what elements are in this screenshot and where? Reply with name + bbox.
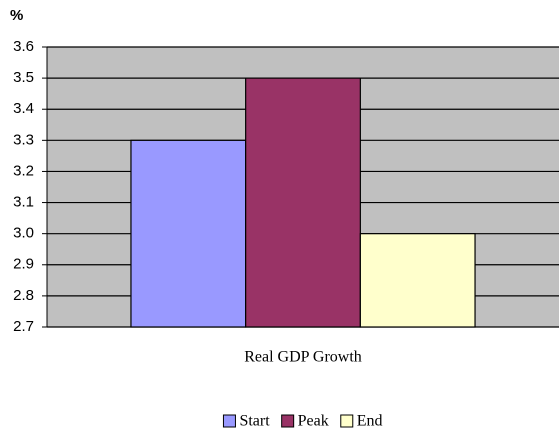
y-tick-label: 3.6 (13, 38, 34, 55)
legend-label: Peak (298, 413, 329, 430)
legend-label: Start (239, 413, 270, 430)
y-tick-label: 3.3 (13, 131, 34, 148)
y-axis-label: % (10, 7, 23, 24)
y-tick-label: 3.4 (13, 100, 34, 117)
bar (245, 77, 361, 328)
y-tick-label: 2.7 (13, 318, 34, 335)
y-tick-label: 3.0 (13, 225, 34, 242)
y-tick-label: 2.9 (13, 256, 34, 273)
legend-label: End (357, 413, 383, 430)
legend-swatch (340, 414, 354, 428)
bar (130, 139, 247, 328)
y-tick-label: 3.2 (13, 162, 34, 179)
legend-swatch (222, 414, 236, 428)
x-axis-label: Real GDP Growth (244, 349, 362, 366)
y-tick-label: 2.8 (13, 287, 34, 304)
y-tick-label: 3.5 (13, 69, 34, 86)
bar (359, 233, 476, 328)
y-tick-label: 3.1 (13, 194, 34, 211)
legend-swatch (281, 414, 295, 428)
